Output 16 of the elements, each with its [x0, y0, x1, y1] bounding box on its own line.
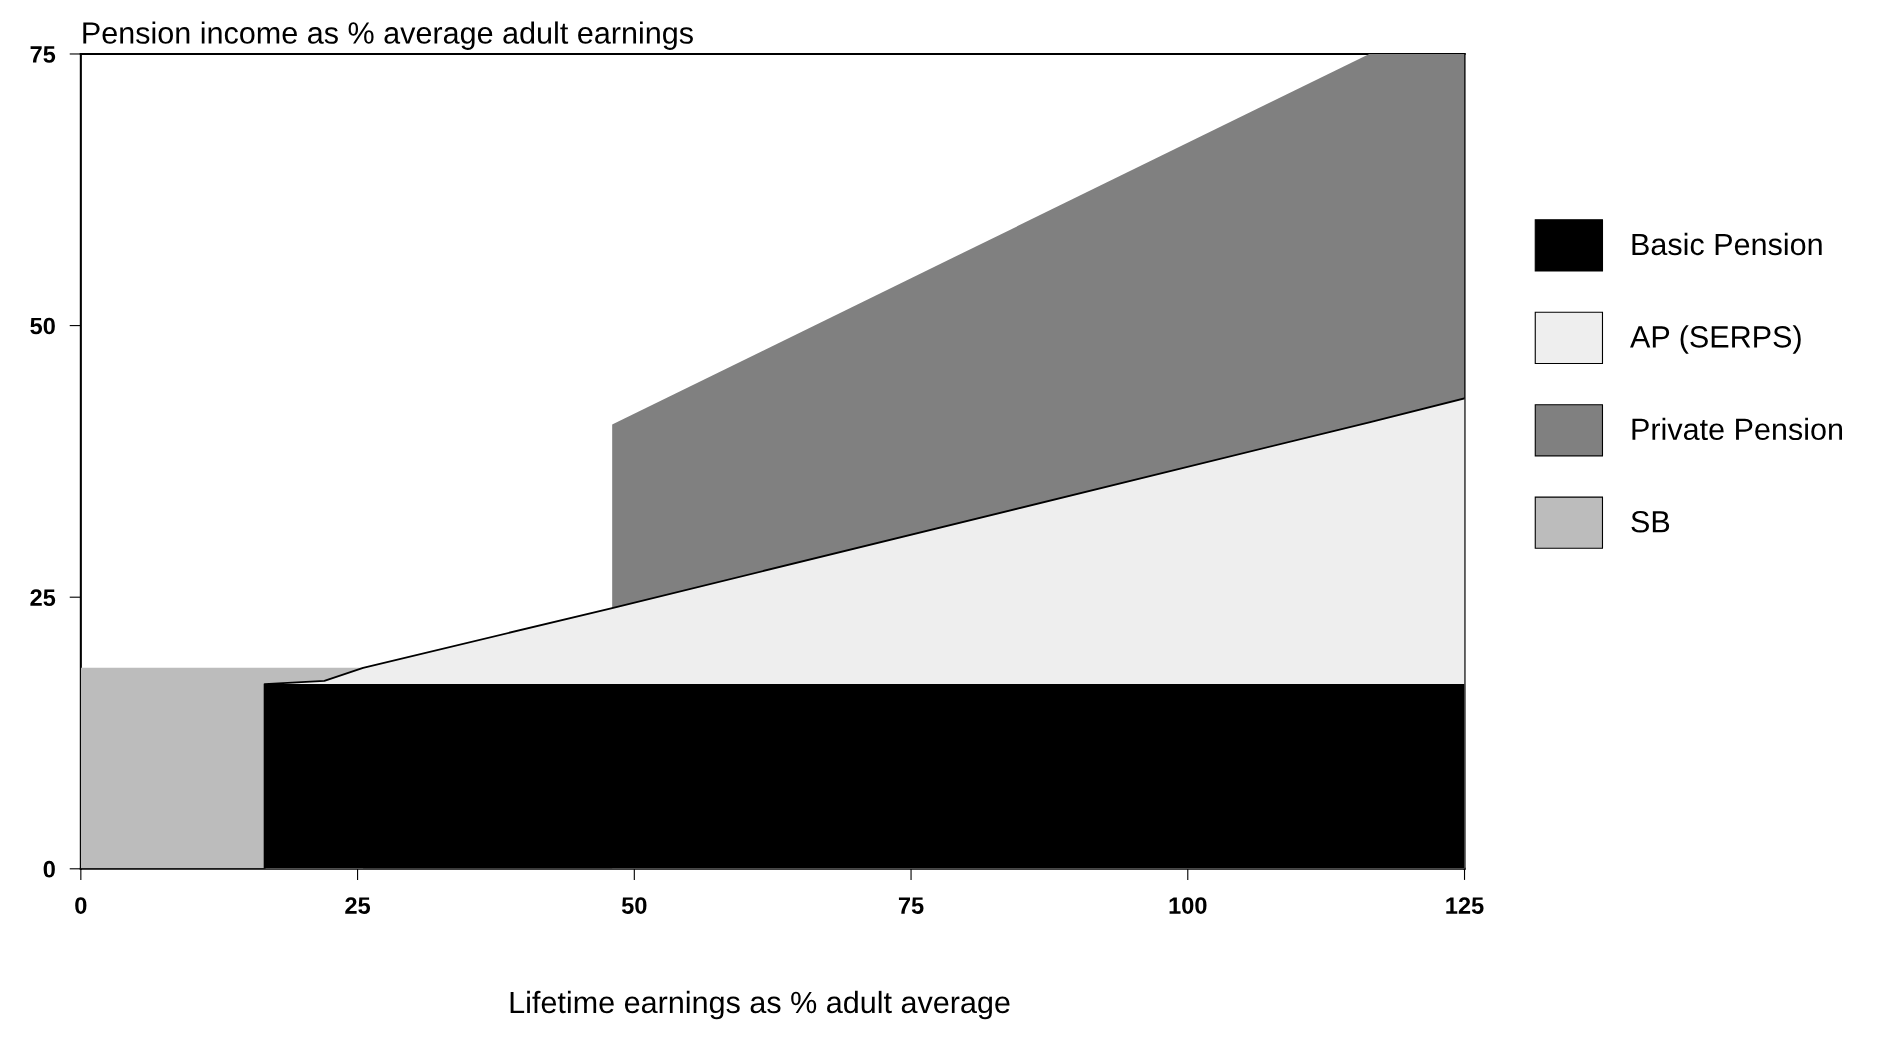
x-tick-label: 100: [1169, 897, 1207, 914]
legend-label: AP (SERPS): [1630, 325, 1801, 354]
x-tick-label: 75: [898, 897, 924, 914]
legend-label: Private Pension: [1632, 417, 1843, 441]
y-tick-label: 25: [30, 589, 56, 606]
y-tick-label: 50: [30, 317, 55, 335]
legend-label: SB: [1631, 510, 1670, 533]
x-tick-label: 25: [345, 897, 371, 914]
x-tick-label: 50: [621, 897, 647, 914]
x-axis-title: Lifetime earnings as % adult average: [510, 990, 1010, 1020]
x-tick-label: 0: [75, 897, 87, 914]
y-axis-title: Pension income as % average adult earnings: [83, 21, 693, 50]
y-tick-label: 75: [30, 46, 56, 63]
legend-label: Basic Pension: [1632, 232, 1822, 256]
x-tick-label: 125: [1446, 897, 1484, 914]
y-tick-label: 0: [43, 860, 55, 878]
